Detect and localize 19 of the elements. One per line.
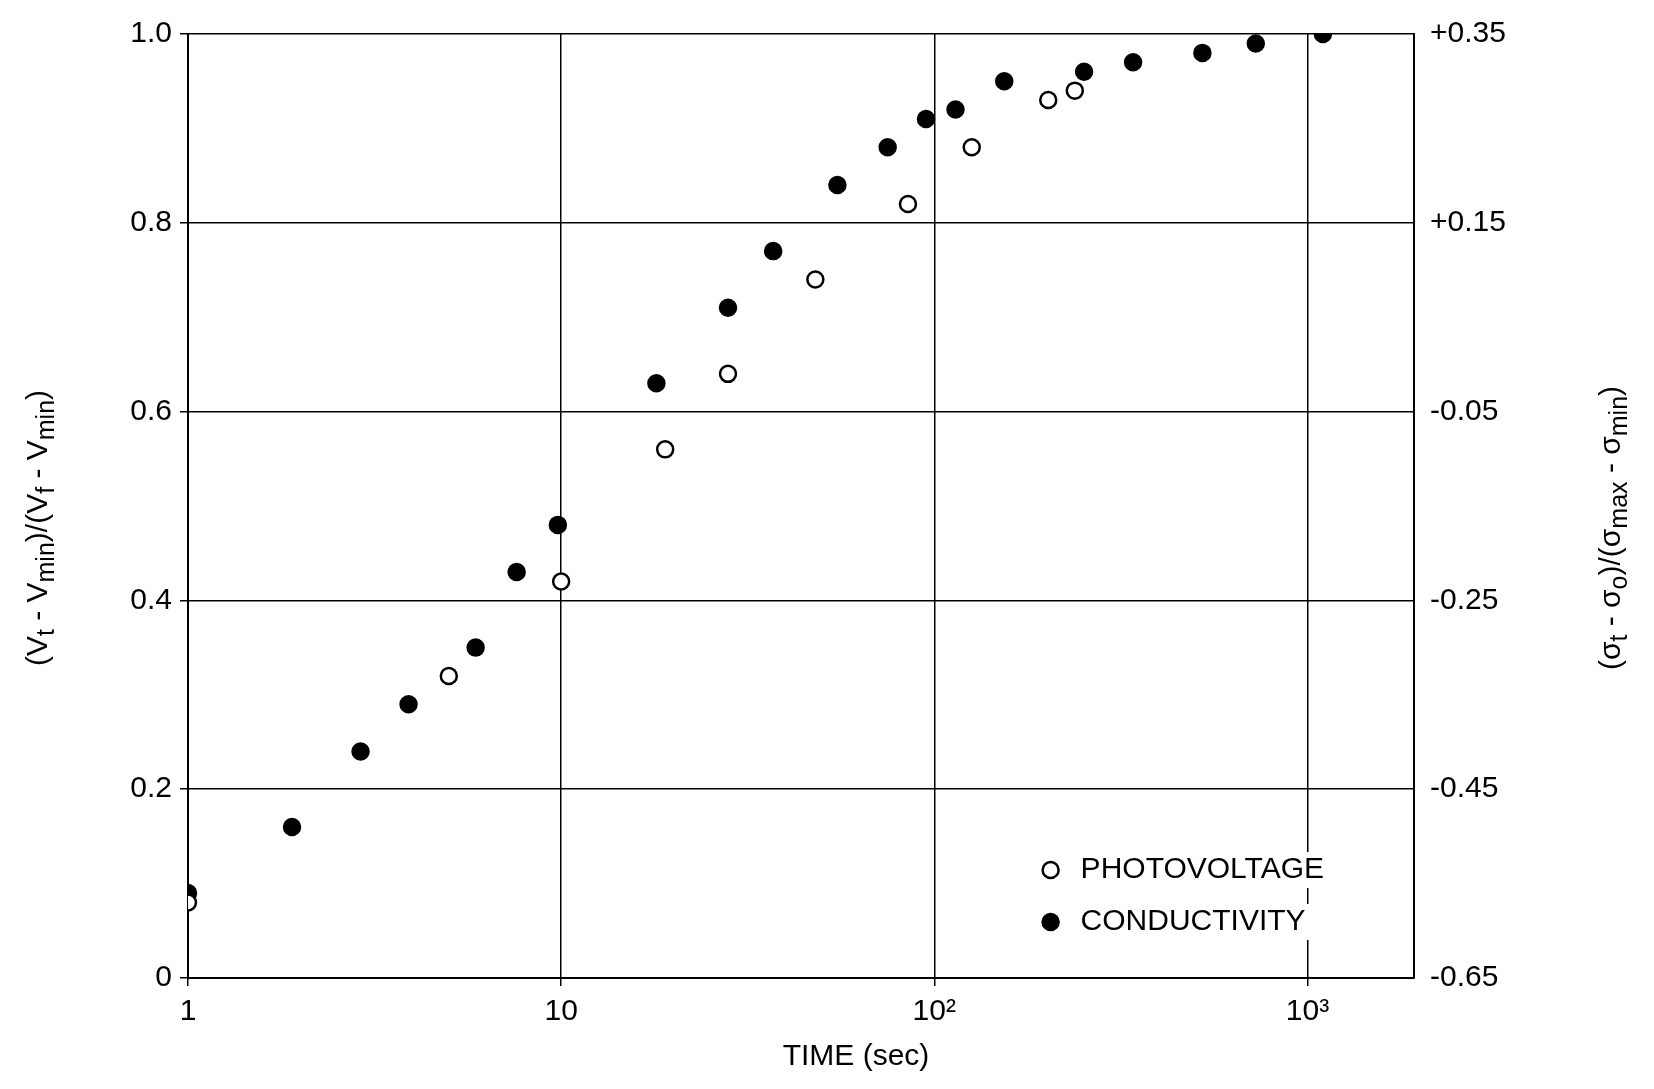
y2-tick-label: -0.65: [1430, 959, 1499, 993]
y2-tick-label: -0.45: [1430, 770, 1499, 804]
y-tick-label: 0: [155, 959, 172, 993]
x-tick-label: 10: [544, 993, 578, 1027]
y2-tick-label: +0.35: [1430, 15, 1506, 49]
y-tick-label: 0.8: [130, 204, 172, 238]
legend-label: PHOTOVOLTAGE: [1080, 851, 1325, 885]
y-tick-label: 1.0: [130, 15, 172, 49]
x-tick-label: 10³: [1285, 993, 1330, 1027]
x-tick-label: 1: [179, 993, 197, 1027]
y-tick-label: 0.2: [130, 770, 172, 804]
x-tick-label: 10²: [912, 993, 956, 1027]
legend-label: CONDUCTIVITY: [1080, 903, 1306, 937]
y-tick-label: 0.4: [130, 581, 172, 615]
y2-tick-label: +0.15: [1430, 204, 1506, 238]
x-axis-title: TIME (sec): [781, 1038, 931, 1072]
y-tick-label: 0.6: [130, 392, 172, 426]
y2-tick-label: -0.05: [1430, 392, 1499, 426]
y2-tick-label: -0.25: [1430, 581, 1499, 615]
